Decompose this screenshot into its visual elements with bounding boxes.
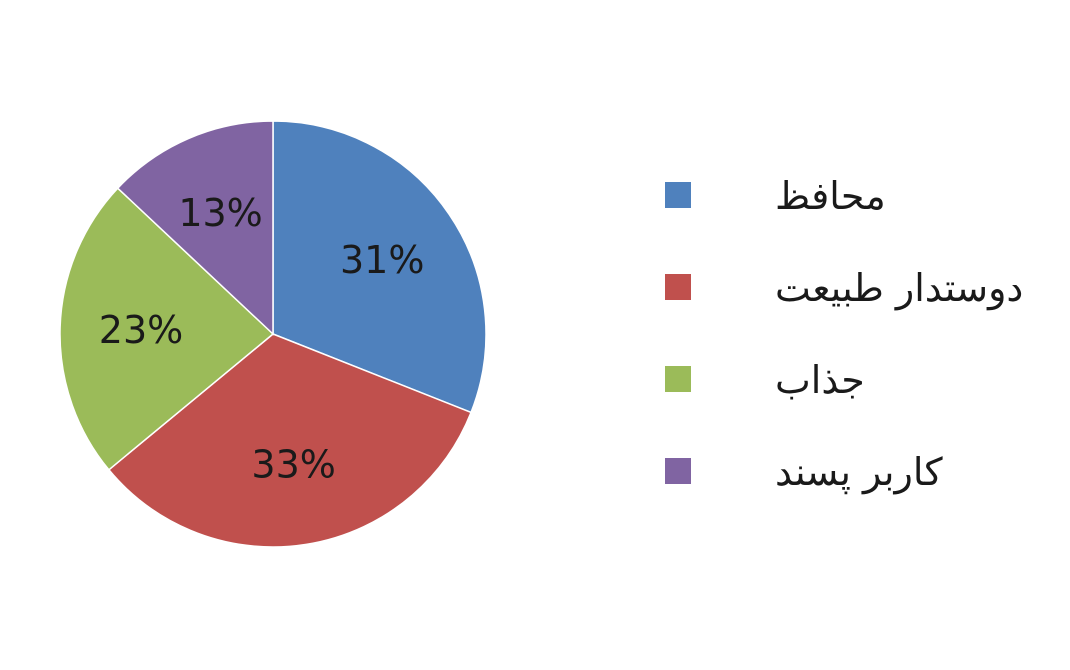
legend-label-0: محافظ	[775, 174, 886, 218]
legend-swatch-2	[665, 366, 691, 392]
slice-data-label-0: 31%	[340, 238, 424, 282]
legend-swatch-0	[665, 182, 691, 208]
legend-label-3: کاربر پسند	[775, 450, 943, 494]
slice-data-label-2: 23%	[99, 308, 183, 352]
legend-swatch-3	[665, 458, 691, 484]
legend-label-2: جذاب	[775, 358, 865, 402]
legend-item-2: جذاب	[665, 352, 1055, 444]
legend-label-1: دوستدار طبیعت	[775, 266, 1024, 310]
legend-item-3: کاربر پسند	[665, 444, 1055, 536]
pie-slice-3	[116, 120, 274, 336]
pie-slice-0	[272, 120, 487, 414]
pie-slice-2	[59, 187, 275, 471]
chart-legend: محافظ دوستدار طبیعت جذاب کاربر پسند	[665, 168, 1055, 536]
legend-swatch-1	[665, 274, 691, 300]
legend-item-0: محافظ	[665, 168, 1055, 260]
slice-data-label-1: 33%	[251, 442, 335, 486]
slice-data-label-3: 13%	[178, 191, 262, 235]
legend-item-1: دوستدار طبیعت	[665, 260, 1055, 352]
pie-slice-1	[107, 333, 473, 548]
